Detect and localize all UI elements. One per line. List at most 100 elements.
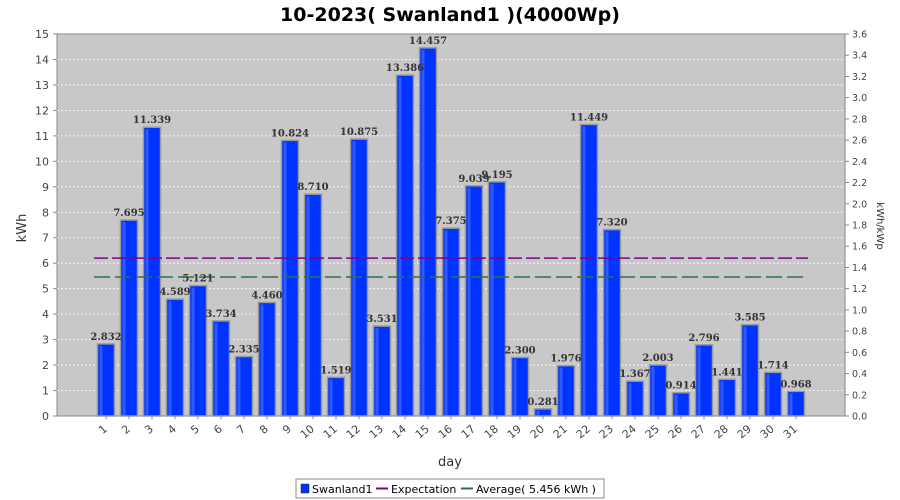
y-tick-label: 4	[42, 308, 49, 321]
bar-highlight	[421, 49, 425, 415]
y-tick-label: 9	[42, 181, 49, 194]
x-tick-label: 11	[321, 422, 340, 441]
data-label-day-21: 1.976	[550, 354, 581, 365]
bar-highlight	[398, 77, 402, 415]
x-tick-label: 29	[735, 422, 754, 441]
data-label-day-8: 4.460	[251, 290, 282, 301]
y-tick-label: 15	[35, 28, 49, 41]
bar-highlight	[674, 394, 678, 415]
x-tick-label: 6	[211, 422, 225, 436]
data-label-day-25: 2.003	[642, 353, 673, 364]
y2-tick-label: 1.2	[852, 284, 867, 295]
legend-label-expectation: Expectation	[391, 483, 456, 496]
y-tick-label: 6	[42, 257, 49, 270]
y2-tick-label: 0.6	[852, 348, 867, 359]
x-tick-label: 27	[689, 422, 708, 441]
bar-highlight	[605, 231, 609, 415]
y2-tick-label: 3.2	[852, 72, 867, 83]
x-tick-label: 3	[142, 422, 156, 436]
data-label-day-1: 2.832	[90, 332, 121, 343]
x-tick-label: 31	[781, 422, 800, 441]
data-label-day-26: 0.914	[665, 381, 696, 392]
legend-swatch-swanland1	[300, 483, 310, 494]
legend-box	[295, 478, 605, 499]
data-label-day-19: 2.300	[504, 345, 535, 356]
data-label-day-18: 9.195	[481, 170, 512, 181]
chart-title: 10-2023( Swanland1 )(4000Wp)	[280, 4, 620, 26]
y2-tick-label: 3.6	[852, 30, 867, 41]
bar-highlight	[352, 141, 356, 416]
data-label-day-20: 0.281	[527, 397, 558, 408]
data-label-day-6: 3.734	[205, 309, 236, 320]
bar-highlight	[329, 379, 333, 415]
bar-highlight	[214, 322, 218, 415]
y-tick-label: 14	[35, 53, 49, 66]
bar-highlight	[375, 328, 379, 415]
x-tick-label: 5	[188, 422, 202, 436]
y2-tick-label: 0.8	[852, 327, 867, 338]
data-label-day-2: 7.695	[113, 208, 144, 219]
data-label-day-16: 7.375	[435, 216, 466, 227]
x-tick-label: 8	[257, 422, 271, 436]
legend-label-average: Average( 5.456 kWh )	[476, 483, 596, 496]
x-tick-label: 23	[597, 422, 616, 441]
data-label-day-31: 0.968	[780, 379, 811, 390]
data-label-day-22: 11.449	[570, 112, 608, 123]
x-axis-label: day	[438, 455, 462, 470]
bar-highlight	[651, 366, 655, 415]
bar-highlight	[283, 142, 287, 415]
y2-axis-label: kWh/kWp	[874, 202, 885, 249]
data-label-day-9: 10.824	[271, 128, 309, 139]
data-label-day-5: 5.121	[182, 274, 213, 285]
bar-highlight	[536, 410, 540, 415]
x-tick-label: 7	[234, 422, 248, 436]
y-axis-label: kWh	[15, 214, 30, 243]
bar-highlight	[260, 304, 264, 415]
y-tick-label: 10	[35, 155, 49, 168]
y2-tick-label: 2.2	[852, 178, 867, 189]
y2-tick-label: 2.0	[852, 199, 867, 210]
data-label-day-10: 8.710	[297, 182, 328, 193]
bar-highlight	[191, 287, 195, 415]
x-tick-label: 4	[165, 422, 179, 436]
bar-highlight	[145, 129, 149, 415]
y2-tick-label: 1.6	[852, 242, 867, 253]
x-tick-label: 19	[505, 422, 524, 441]
x-tick-label: 12	[344, 422, 363, 441]
bar-highlight	[582, 126, 586, 416]
legend: Swanland1 Expectation Average( 5.456 kWh…	[295, 478, 605, 499]
x-tick-label: 25	[643, 422, 662, 441]
y2-tick-label: 0.4	[852, 369, 867, 380]
data-label-day-28: 1.441	[711, 367, 742, 378]
data-label-day-12: 10.875	[340, 127, 378, 138]
y-tick-label: 2	[42, 359, 49, 372]
bar-highlight	[789, 393, 793, 415]
x-tick-label: 9	[280, 422, 294, 436]
data-label-day-27: 2.796	[688, 333, 719, 344]
x-tick-label: 13	[367, 422, 386, 441]
bar-highlight	[559, 367, 563, 415]
data-label-day-14: 13.386	[386, 63, 424, 74]
y-tick-label: 1	[42, 385, 49, 398]
x-tick-label: 26	[666, 422, 685, 441]
x-tick-label: 30	[758, 422, 777, 441]
x-tick-label: 14	[390, 422, 409, 441]
bar-highlight	[237, 358, 241, 415]
data-label-day-23: 7.320	[596, 218, 627, 229]
bar-highlight	[513, 359, 517, 415]
x-tick-label: 20	[528, 422, 547, 441]
bar-highlight	[743, 326, 747, 415]
y2-tick-label: 3.4	[852, 51, 867, 62]
bar-highlight	[628, 383, 632, 415]
data-label-day-3: 11.339	[133, 115, 171, 126]
y2-tick-label: 1.4	[852, 263, 867, 274]
data-label-day-29: 3.585	[734, 313, 765, 324]
y2-tick-label: 3.0	[852, 93, 867, 104]
x-tick-label: 24	[620, 422, 639, 441]
y2-tick-label: 2.8	[852, 114, 867, 125]
bar-highlight	[122, 222, 126, 415]
y2-tick-label: 0.0	[852, 412, 867, 423]
x-tick-label: 10	[298, 422, 317, 441]
bar-highlight	[306, 196, 310, 415]
